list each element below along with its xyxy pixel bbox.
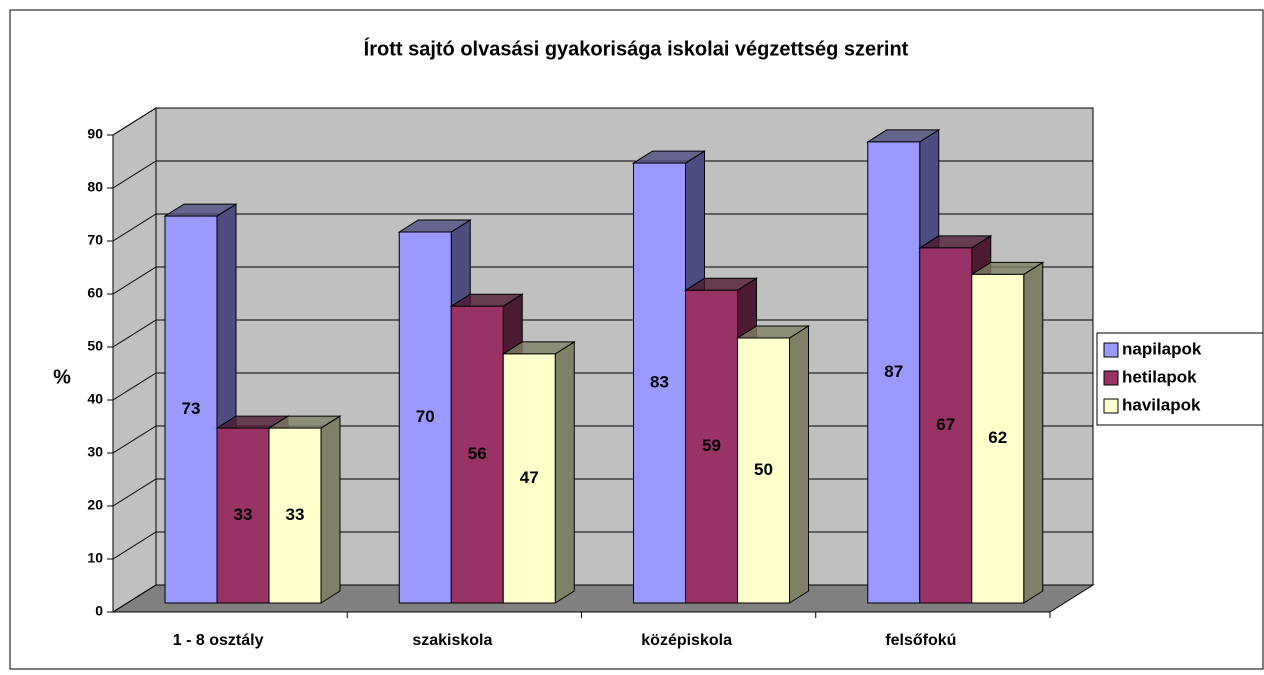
bar-front	[216, 427, 270, 604]
data-label: 33	[234, 505, 253, 524]
y-tick-label: 20	[87, 497, 103, 513]
bar	[970, 261, 1045, 604]
data-label: 50	[754, 460, 773, 479]
x-tick-label: szakiskola	[412, 632, 492, 649]
bar	[267, 415, 342, 604]
data-label: 62	[988, 428, 1007, 447]
bar-front	[737, 337, 790, 604]
bar-front	[268, 427, 322, 604]
bar	[501, 340, 576, 604]
chart-title: Írott sajtó olvasási gyakorisága iskolai…	[364, 37, 909, 60]
y-tick-label: 80	[87, 179, 103, 195]
legend-swatch	[1103, 398, 1119, 414]
legend-box	[1096, 332, 1264, 426]
bar-front	[919, 247, 973, 604]
data-label: 47	[520, 468, 539, 487]
x-tick-label: középiskola	[641, 632, 732, 649]
bar-front	[971, 273, 1025, 604]
bar-front	[398, 231, 452, 604]
legend-swatch	[1103, 370, 1119, 386]
data-label: 59	[702, 436, 721, 455]
data-label: 56	[468, 444, 487, 463]
x-tick-label: 1 - 8 osztály	[173, 632, 264, 649]
y-tick-label: 0	[95, 603, 103, 619]
y-tick-label: 70	[87, 232, 103, 248]
y-tick-label: 60	[87, 285, 103, 301]
data-label: 87	[884, 362, 903, 381]
data-label: 67	[936, 415, 955, 434]
bar-front	[502, 353, 556, 604]
y-tick-label: 90	[87, 126, 103, 142]
legend-label: havilapok	[1122, 395, 1201, 414]
bar-front	[164, 215, 218, 604]
bar-front	[633, 162, 686, 604]
bar-side	[554, 340, 575, 604]
grid-line	[112, 319, 1093, 348]
legend-label: napilapok	[1122, 339, 1202, 358]
y-tick-label: 40	[87, 391, 103, 407]
data-label: 33	[286, 505, 305, 524]
y-tick-label: 30	[87, 444, 103, 460]
y-tick-label: 10	[87, 550, 103, 566]
grid-line	[112, 160, 1093, 189]
y-axis-label: %	[53, 366, 71, 388]
legend-swatch	[1103, 342, 1119, 358]
legend-label: hetilapok	[1122, 367, 1197, 386]
bar	[735, 325, 811, 604]
bar-side	[320, 415, 341, 604]
grid-line	[112, 107, 1093, 136]
grid-line	[112, 266, 1093, 295]
x-tick-label: felsőfokú	[885, 632, 956, 649]
bar-side	[789, 325, 809, 604]
data-label: 73	[182, 399, 201, 418]
data-label: 83	[650, 373, 669, 392]
bar-side	[1023, 261, 1044, 604]
bar	[631, 150, 707, 604]
grid-line	[112, 213, 1093, 242]
bar-front	[685, 289, 738, 604]
bar-front	[867, 141, 921, 604]
bar-front	[450, 305, 504, 604]
y-tick-label: 50	[87, 338, 103, 354]
data-label: 70	[416, 407, 435, 426]
